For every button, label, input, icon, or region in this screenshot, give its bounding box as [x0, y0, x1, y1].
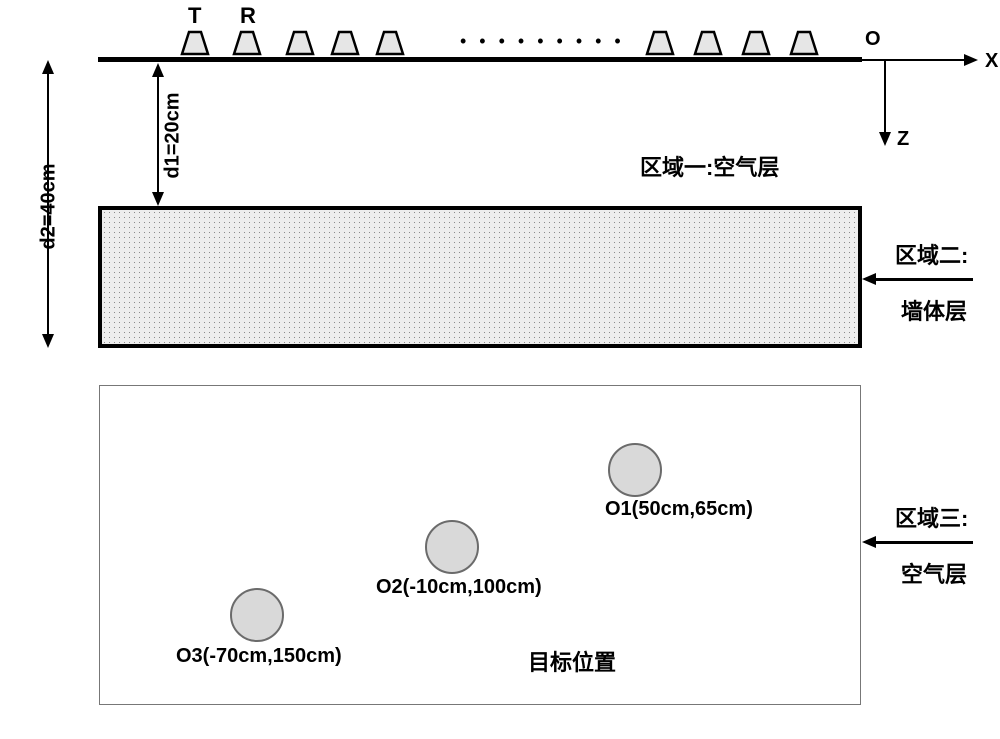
- z-axis: [884, 60, 886, 134]
- antenna-idx7: [741, 30, 771, 58]
- d1-label: d1=20cm: [162, 92, 185, 178]
- antenna-R: [232, 30, 262, 58]
- z-axis-label: Z: [897, 128, 909, 151]
- x-axis: [862, 59, 966, 61]
- region1-label: 区域一:空气层: [640, 150, 779, 182]
- antenna-idx3: [330, 30, 360, 58]
- target-o3: [230, 588, 284, 642]
- target-o1: [608, 443, 662, 497]
- o3-label: O3(-70cm,150cm): [176, 645, 342, 668]
- d1-arrow-down: [152, 192, 164, 206]
- region3-label-b: 空气层: [901, 557, 967, 589]
- region2-label-b: 墙体层: [901, 294, 967, 326]
- o1-label: O1(50cm,65cm): [605, 498, 753, 521]
- d2-label: d2=40cm: [38, 163, 61, 249]
- antenna-R-label: R: [240, 3, 256, 29]
- d1-arrow-up: [152, 63, 164, 77]
- region2-pointer-head: [862, 273, 876, 285]
- x-axis-label: X: [985, 50, 998, 73]
- antenna-idx8: [789, 30, 819, 58]
- antenna-T: [180, 30, 210, 58]
- antenna-idx4: [375, 30, 405, 58]
- o2-label: O2(-10cm,100cm): [376, 576, 542, 599]
- antenna-idx5: [645, 30, 675, 58]
- antenna-idx2: [285, 30, 315, 58]
- region3-label-a: 区域三:: [895, 501, 968, 533]
- antenna-ellipsis: • • • • • • • • •: [460, 31, 625, 52]
- antenna-idx6: [693, 30, 723, 58]
- antenna-T-label: T: [188, 3, 201, 29]
- d2-arrow-down: [42, 334, 54, 348]
- region2-pointer-line: [873, 278, 973, 281]
- d2-arrow-up: [42, 60, 54, 74]
- diagram-root: X O Z 区域一:空气层 d1=20cm d2=40cm 区域二: 墙体层 区…: [0, 0, 1000, 739]
- target-title: 目标位置: [528, 645, 616, 677]
- region2-label-a: 区域二:: [895, 238, 968, 270]
- d1-line: [157, 74, 159, 194]
- wall-layer: [98, 206, 862, 348]
- region3-pointer-line: [873, 541, 973, 544]
- x-axis-arrowhead: [964, 54, 978, 66]
- z-axis-arrowhead: [879, 132, 891, 146]
- origin-label: O: [865, 28, 881, 51]
- target-o2: [425, 520, 479, 574]
- region3-pointer-head: [862, 536, 876, 548]
